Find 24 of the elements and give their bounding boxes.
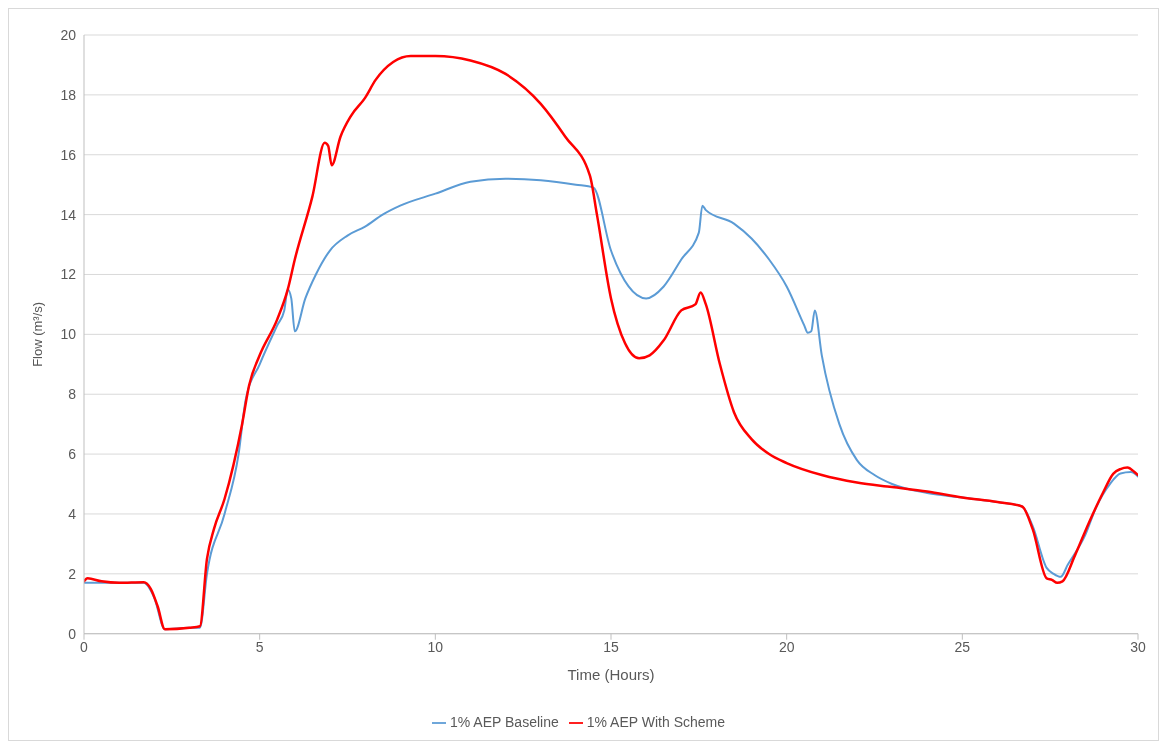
y-tick-label: 16 — [60, 146, 77, 163]
y-tick-label: 0 — [68, 625, 77, 642]
x-tick-label: 5 — [255, 638, 264, 655]
legend-label: 1% AEP With Scheme — [586, 713, 725, 730]
y-tick-label: 8 — [68, 386, 77, 403]
y-tick-label: 10 — [60, 326, 77, 343]
y-tick-label: 14 — [60, 206, 77, 223]
x-tick-label: 15 — [603, 638, 619, 655]
x-tick-label: 0 — [80, 638, 89, 655]
x-tick-label: 30 — [1130, 638, 1146, 655]
line-series — [84, 177, 1138, 631]
y-tick-label: 20 — [60, 26, 77, 43]
x-tick-label: 20 — [778, 638, 795, 655]
y-tick-label: 12 — [60, 266, 77, 283]
y-axis-title: Flow (m³/s) — [29, 301, 45, 367]
legend-label: 1% AEP Baseline — [450, 713, 559, 730]
y-tick-label: 6 — [68, 446, 77, 463]
y-tick-label: 18 — [60, 86, 77, 103]
x-axis-title: Time (Hours) — [567, 665, 655, 683]
x-tick-label: 10 — [427, 638, 444, 655]
y-tick-label: 4 — [68, 505, 77, 522]
y-tick-label: 2 — [68, 565, 77, 582]
line-series — [84, 54, 1138, 631]
x-tick-label: 25 — [954, 638, 971, 655]
